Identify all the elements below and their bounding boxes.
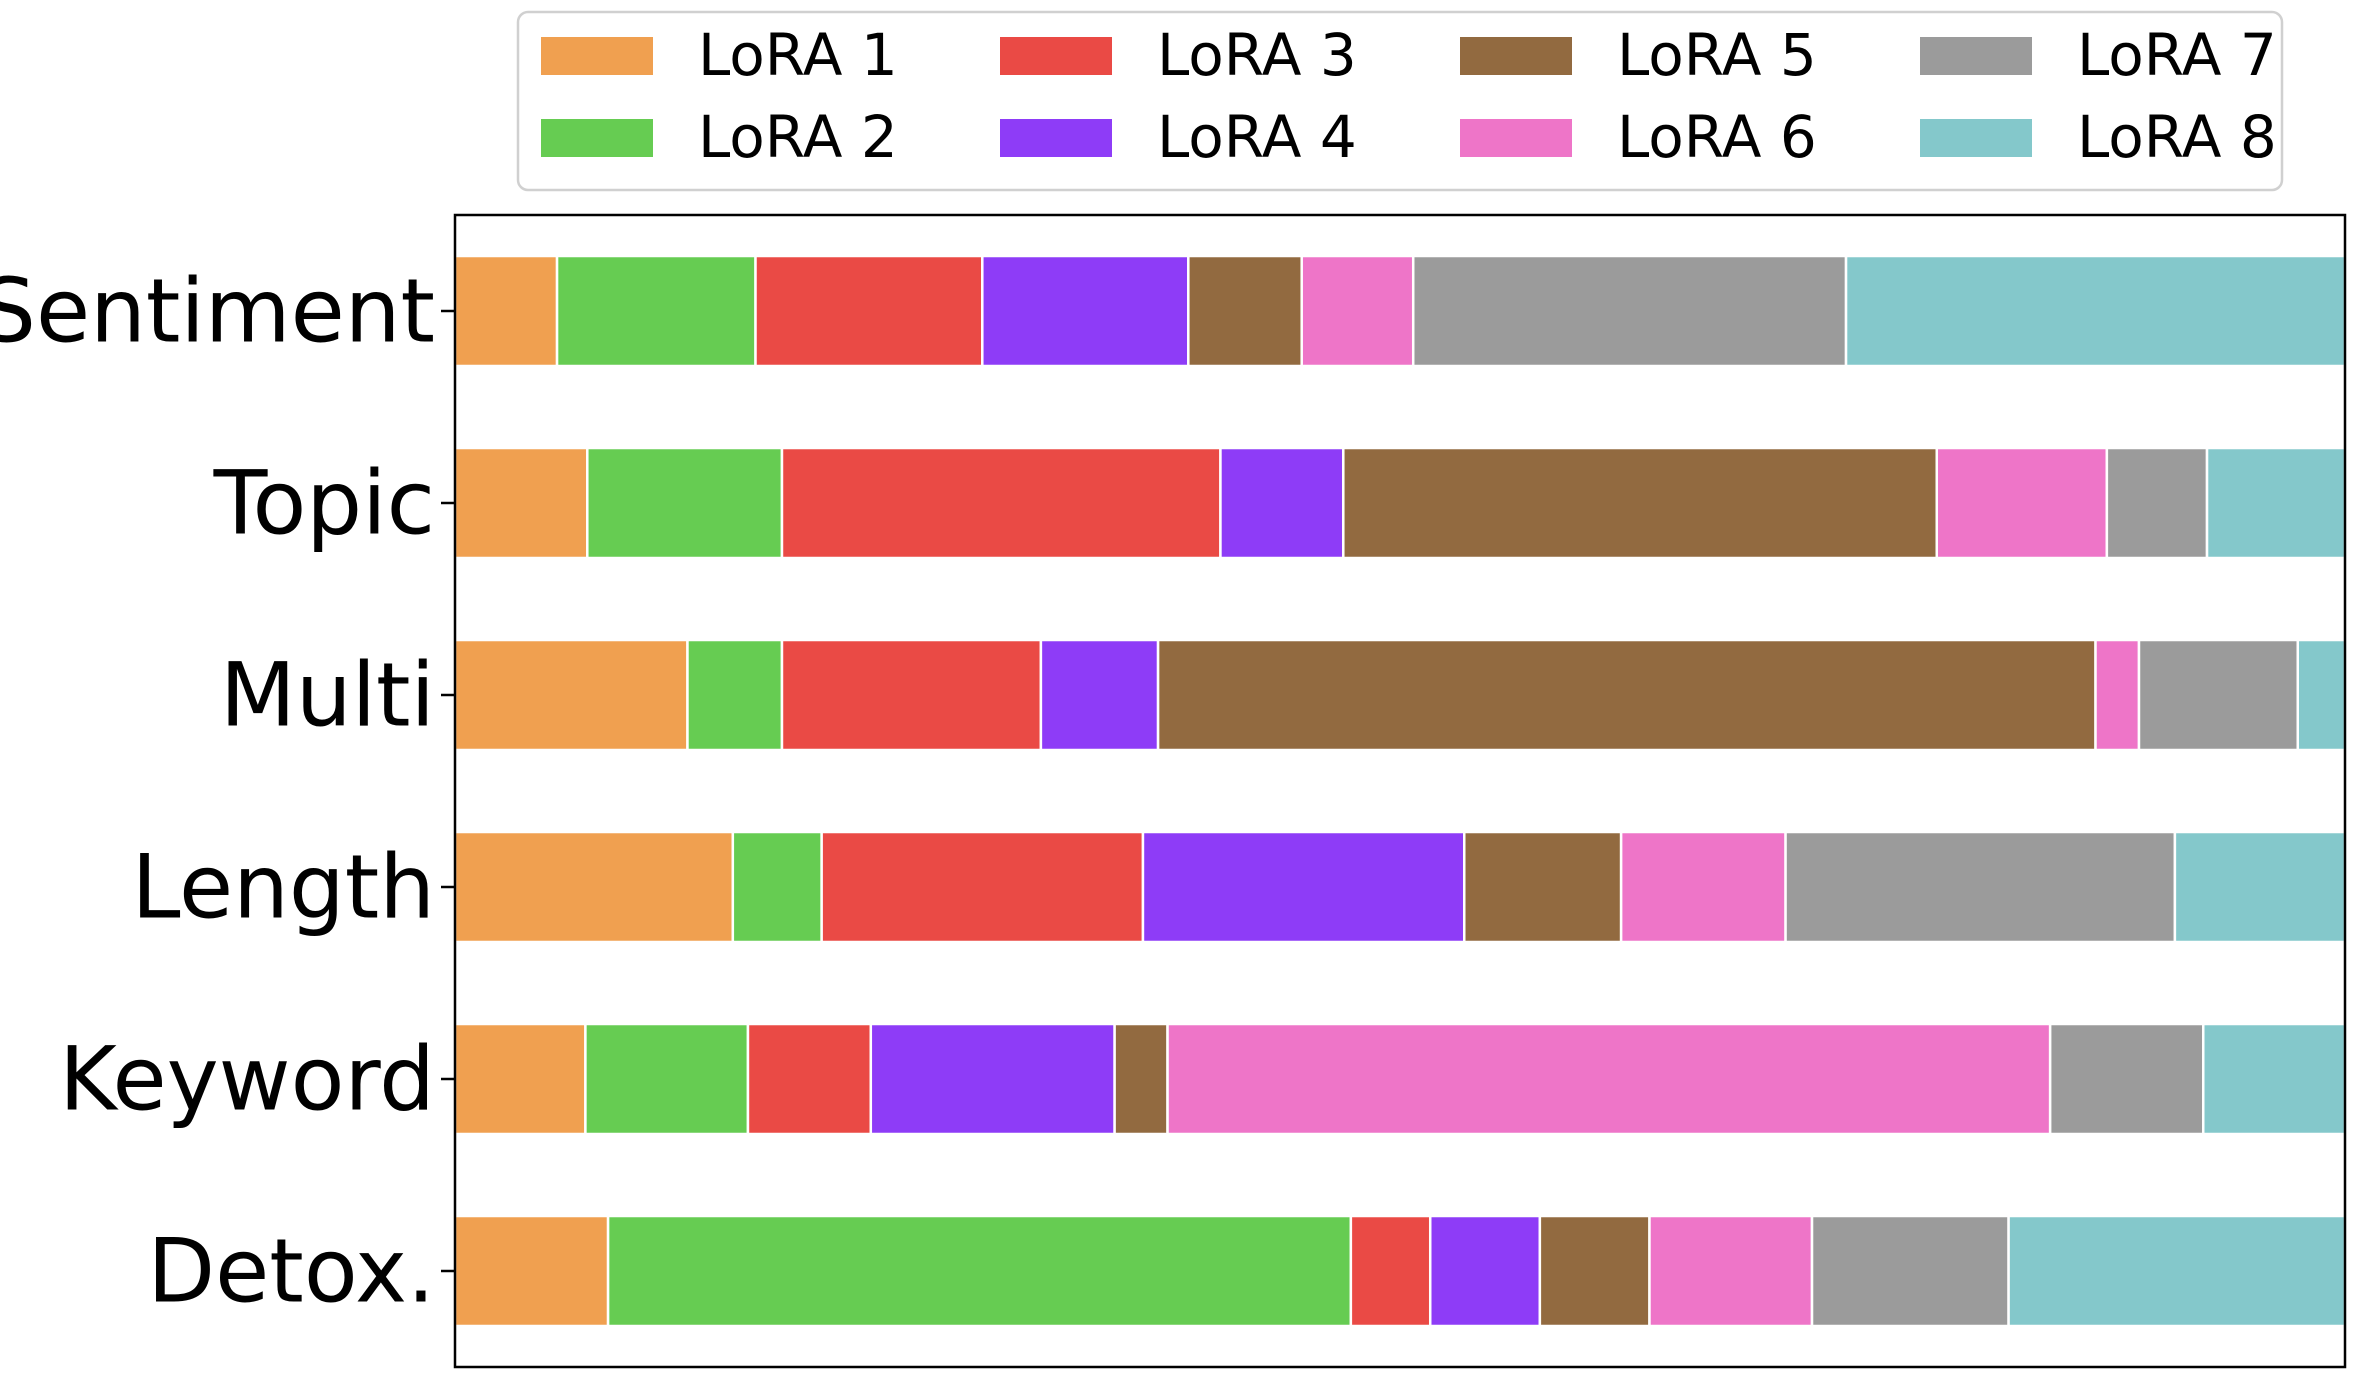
bar-length-lora-5 <box>1463 830 1623 944</box>
bar-detox-lora-6 <box>1648 1214 1814 1328</box>
bar-keyword-lora-4 <box>869 1022 1116 1136</box>
bar-multi-lora-1 <box>453 638 689 752</box>
bar-topic-lora-3 <box>780 446 1222 560</box>
bar-sentiment-lora-2 <box>555 254 757 368</box>
bar-length-lora-1 <box>453 830 735 944</box>
legend-label-lora-6: LoRA 6 <box>1617 103 1817 171</box>
legend-swatch-lora-5 <box>1460 37 1572 75</box>
legend-label-lora-5: LoRA 5 <box>1617 21 1817 89</box>
legend-label-lora-2: LoRA 2 <box>698 103 898 171</box>
bar-length-lora-8 <box>2173 830 2347 944</box>
bar-detox-lora-3 <box>1349 1214 1432 1328</box>
bar-topic-lora-2 <box>586 446 784 560</box>
bar-keyword-lora-3 <box>746 1022 873 1136</box>
bar-sentiment-lora-7 <box>1411 254 1848 368</box>
bar-topic-lora-6 <box>1935 446 2109 560</box>
bar-multi-lora-4 <box>1039 638 1160 752</box>
bar-multi-lora-2 <box>686 638 784 752</box>
legend-swatch-lora-2 <box>541 119 653 157</box>
y-tick-label-length: Length <box>131 836 435 939</box>
bar-length-lora-4 <box>1141 830 1466 944</box>
bars-layer <box>453 254 2347 1328</box>
legend-swatch-lora-8 <box>1920 119 2032 157</box>
bar-multi-lora-3 <box>780 638 1043 752</box>
legend-frame <box>516 10 2284 192</box>
y-tick-label-keyword: Keyword <box>59 1028 435 1131</box>
legend-label-lora-8: LoRA 8 <box>2077 103 2277 171</box>
bar-sentiment-lora-8 <box>1844 254 2347 368</box>
y-tick-label-detox: Detox. <box>147 1220 435 1323</box>
bar-sentiment-lora-1 <box>453 254 559 368</box>
bar-sentiment-lora-5 <box>1187 254 1303 368</box>
bar-keyword-lora-1 <box>453 1022 587 1136</box>
bar-detox-lora-8 <box>2007 1214 2347 1328</box>
bar-keyword-lora-2 <box>584 1022 750 1136</box>
y-tick-label-multi: Multi <box>220 644 435 747</box>
bar-detox-lora-4 <box>1428 1214 1542 1328</box>
bar-multi-lora-8 <box>2296 638 2347 752</box>
legend-label-lora-7: LoRA 7 <box>2077 21 2277 89</box>
bar-multi-lora-5 <box>1156 638 2097 752</box>
bar-keyword-lora-6 <box>1166 1022 2052 1136</box>
bar-detox-lora-2 <box>606 1214 1353 1328</box>
bar-detox-lora-7 <box>1810 1214 2010 1328</box>
bar-topic-lora-5 <box>1342 446 1939 560</box>
bar-topic-lora-4 <box>1219 446 1345 560</box>
bar-topic-lora-8 <box>2205 446 2347 560</box>
bar-sentiment-lora-6 <box>1300 254 1415 368</box>
legend-swatch-lora-4 <box>1000 119 1112 157</box>
bar-length-lora-2 <box>731 830 823 944</box>
bar-sentiment-lora-4 <box>981 254 1190 368</box>
y-tick-label-sentiment: Sentiment <box>0 260 435 363</box>
legend-label-lora-4: LoRA 4 <box>1157 103 1357 171</box>
bar-topic-lora-1 <box>453 446 589 560</box>
bar-keyword-lora-8 <box>2202 1022 2347 1136</box>
bar-multi-lora-7 <box>2137 638 2299 752</box>
plot-frame <box>453 213 2347 1369</box>
y-tick-label-topic: Topic <box>213 452 435 555</box>
bar-detox-lora-5 <box>1538 1214 1651 1328</box>
bar-length-lora-7 <box>1784 830 2177 944</box>
y-axis: Sentiment Topic Multi Length Keyword Detox. <box>0 260 455 1323</box>
bar-multi-lora-6 <box>2094 638 2141 752</box>
legend-swatch-lora-7 <box>1920 37 2032 75</box>
legend-swatch-lora-6 <box>1460 119 1572 157</box>
bar-length-lora-3 <box>820 830 1145 944</box>
legend-label-lora-1: LoRA 1 <box>698 21 898 89</box>
legend: LoRA 1 LoRA 2 LoRA 3 LoRA 4 LoRA 5 LoRA 6 LoRA… <box>516 10 2284 192</box>
bar-topic-lora-7 <box>2105 446 2209 560</box>
legend-swatch-lora-3 <box>1000 37 1112 75</box>
bar-sentiment-lora-3 <box>754 254 984 368</box>
bar-length-lora-6 <box>1619 830 1787 944</box>
legend-label-lora-3: LoRA 3 <box>1157 21 1357 89</box>
bar-keyword-lora-5 <box>1113 1022 1169 1136</box>
bar-detox-lora-1 <box>453 1214 610 1328</box>
bar-keyword-lora-7 <box>2048 1022 2205 1136</box>
legend-swatch-lora-1 <box>541 37 653 75</box>
